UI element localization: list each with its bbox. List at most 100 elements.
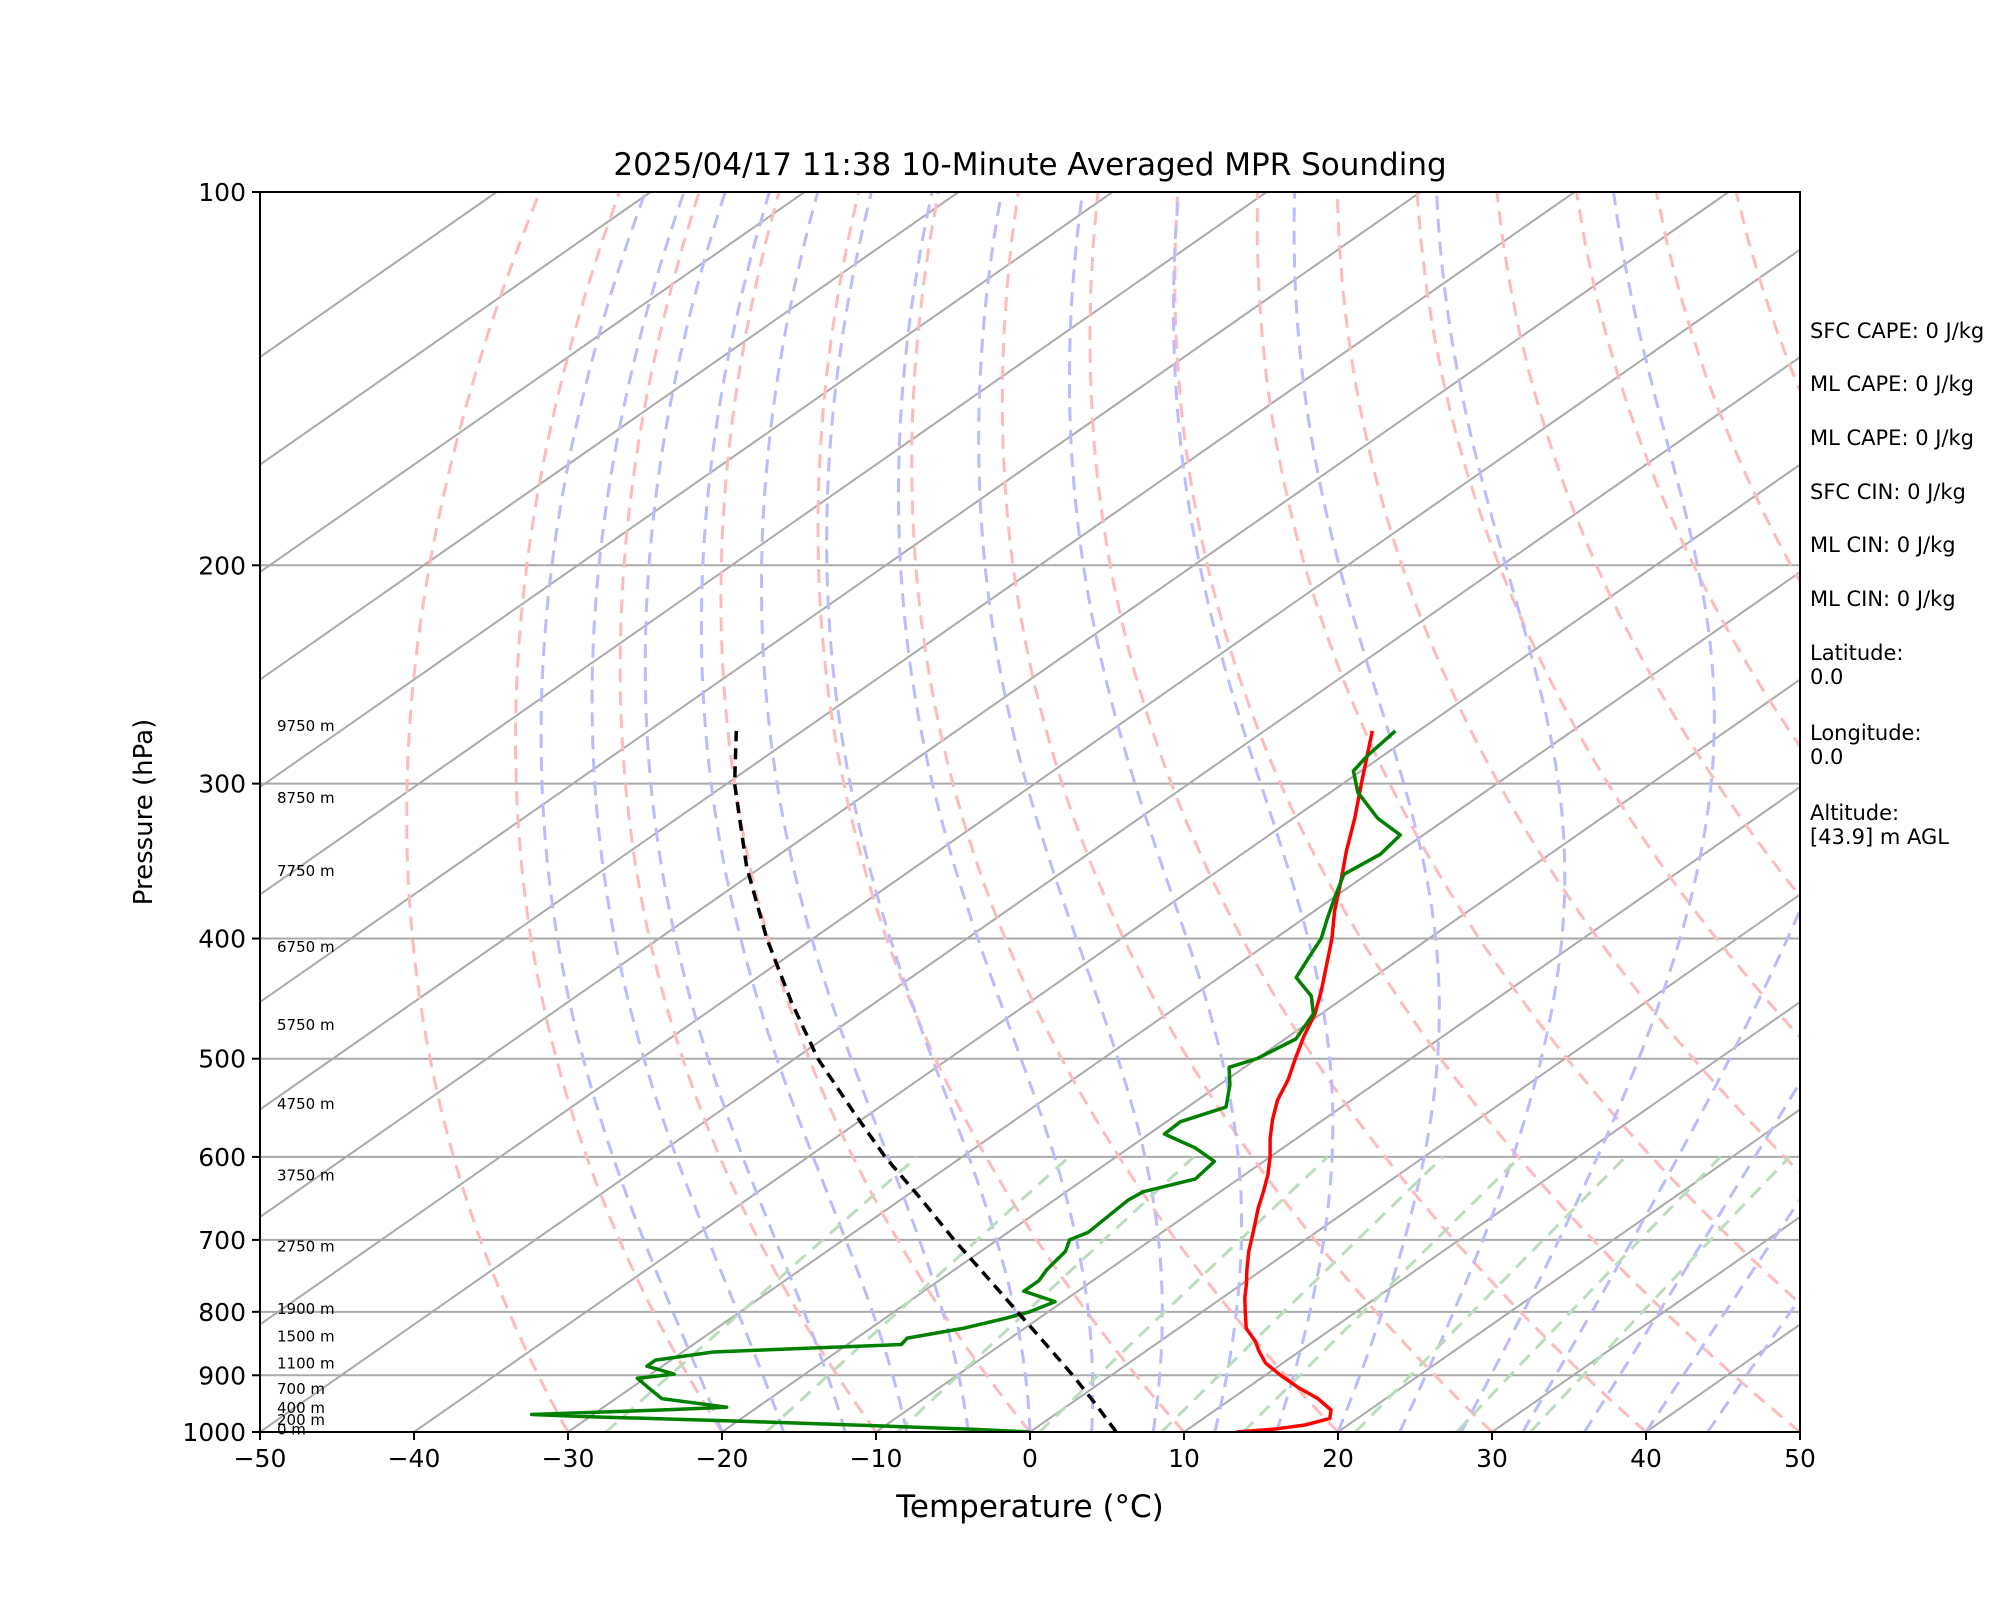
altitude-value: [43.9] m AGL — [1810, 825, 1949, 849]
moist-adiabat — [1292, 192, 1441, 1432]
height-label: 6750 m — [277, 938, 335, 956]
x-tick-label: −50 — [234, 1444, 287, 1473]
x-tick-label: 10 — [1168, 1444, 1200, 1473]
isotherm — [260, 192, 806, 574]
isotherm — [260, 192, 1114, 789]
dry-adiabat — [618, 192, 878, 1432]
isotherm — [260, 192, 1268, 896]
mixing-ratio-line — [605, 1155, 918, 1432]
dry-adiabat — [719, 192, 1032, 1432]
ml-cape-text: ML CAPE: 0 J/kg — [1810, 372, 1975, 396]
sfc-cape-text: SFC CAPE: 0 J/kg — [1810, 319, 1985, 343]
mixing-ratio-line — [1038, 1155, 1329, 1432]
dry-adiabat — [1975, 192, 2000, 1432]
isotherm — [875, 785, 1800, 1432]
ml-cin-text-2: ML CIN: 0 J/kg — [1810, 587, 1956, 611]
y-tick-label: 100 — [198, 178, 246, 207]
dry-adiabat — [1415, 192, 1800, 1040]
isotherm — [721, 678, 1800, 1432]
moist-adiabat — [1171, 192, 1335, 1432]
y-tick-label: 600 — [198, 1143, 246, 1172]
height-labels: 9750 m 8750 m 7750 m 6750 m 5750 m 4750 m 3750… — [277, 717, 335, 1439]
height-label: 9750 m — [277, 717, 335, 735]
y-tick-label: 500 — [198, 1045, 246, 1074]
height-label: 3750 m — [277, 1167, 335, 1185]
sfc-cin-text: SFC CIN: 0 J/kg — [1810, 480, 1966, 504]
dry-adiabat — [1088, 192, 1647, 1432]
temperature-profile — [1236, 730, 1375, 1432]
isotherm — [260, 192, 1730, 1219]
height-label: 8750 m — [277, 789, 335, 807]
mixing-ratio-line — [1354, 1155, 1627, 1432]
moist-adiabat — [1583, 1079, 1800, 1432]
mixing-ratio-line — [765, 1155, 1071, 1432]
altitude-label: Altitude: — [1810, 801, 1900, 825]
height-label: 2750 m — [277, 1237, 335, 1255]
dry-adiabat — [1173, 192, 1800, 1432]
isotherm — [260, 355, 1800, 1432]
dry-adiabat — [1255, 192, 1800, 1306]
dry-adiabat — [1335, 192, 1800, 1175]
height-label: 1500 m — [277, 1327, 335, 1345]
mixing-ratio-line — [1529, 1155, 1791, 1432]
longitude-value: 0.0 — [1810, 745, 1844, 769]
height-label: 1100 m — [277, 1355, 335, 1373]
mixing-ratio-line — [1455, 1155, 1722, 1432]
plot-frame — [259, 191, 1801, 1433]
moist-adiabat — [760, 192, 970, 1432]
x-tick-label: −10 — [850, 1444, 903, 1473]
mixing-ratio-line — [1160, 1155, 1445, 1432]
dry-adiabat — [910, 192, 1340, 1432]
isotherm — [260, 192, 498, 359]
dry-adiabat — [816, 192, 1186, 1432]
height-label: 1900 m — [277, 1300, 335, 1318]
longitude-label: Longitude: — [1810, 721, 1922, 745]
height-label: 700 m — [277, 1380, 325, 1398]
latitude-label: Latitude: — [1810, 641, 1904, 665]
mixing-ratio-line — [896, 1155, 1195, 1432]
dry-adiabat — [1575, 192, 1800, 749]
dry-adiabat — [1000, 192, 1494, 1432]
ml-cin-text: ML CIN: 0 J/kg — [1810, 533, 1956, 557]
isotherm — [260, 248, 1800, 1326]
x-tick-label: 30 — [1476, 1444, 1508, 1473]
dry-adiabat — [405, 192, 570, 1432]
y-tick-label: 400 — [198, 925, 246, 954]
moist-adiabat — [590, 192, 786, 1432]
moist-adiabat — [1068, 192, 1244, 1432]
height-label: 4750 m — [277, 1095, 335, 1113]
y-tick-label: 1000 — [182, 1418, 246, 1447]
isotherm — [260, 192, 1422, 1004]
x-tick-label: 0 — [1022, 1444, 1038, 1473]
y-tick-label: 200 — [198, 551, 246, 580]
x-tick-label: −20 — [696, 1444, 749, 1473]
x-tick-label: 50 — [1784, 1444, 1816, 1473]
isotherm — [567, 570, 1800, 1432]
x-tick-label: 20 — [1322, 1444, 1354, 1473]
longitude-block: Longitude: 0.0 — [1810, 721, 1922, 769]
profile-lines — [529, 729, 1403, 1432]
isotherm — [1337, 1108, 1800, 1432]
moist-adiabat — [643, 192, 847, 1432]
isotherm — [260, 192, 960, 681]
height-label: 7750 m — [277, 862, 335, 880]
height-label: 0 m — [277, 1421, 306, 1439]
dry-adiabat — [513, 192, 724, 1432]
x-tick-label: 40 — [1630, 1444, 1662, 1473]
x-tick-label: −40 — [388, 1444, 441, 1473]
moist-adiabat — [825, 192, 1032, 1432]
moist-adiabat — [1459, 192, 1716, 1432]
isotherm — [1183, 1000, 1800, 1432]
y-tick-label: 900 — [198, 1361, 246, 1390]
height-label: 400 m — [277, 1399, 325, 1417]
x-axis-label: Temperature (°C) — [895, 1489, 1164, 1525]
moist-adiabat — [699, 192, 909, 1432]
latitude-block: Latitude: 0.0 — [1810, 641, 1904, 689]
moist-adiabat — [977, 192, 1164, 1432]
height-label: 200 m — [277, 1411, 325, 1429]
y-tick-label: 800 — [198, 1298, 246, 1327]
altitude-block: Altitude: [43.9] m AGL — [1810, 801, 1949, 849]
isotherm — [260, 192, 1576, 1111]
y-tick-label: 300 — [198, 770, 246, 799]
